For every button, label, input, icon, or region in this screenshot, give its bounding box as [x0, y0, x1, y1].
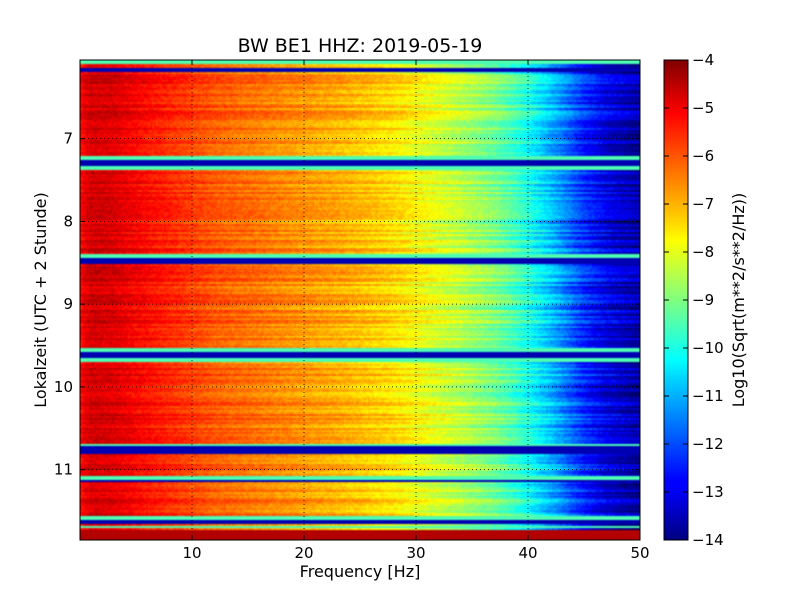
colorbar-tick-label: −4: [692, 51, 714, 69]
colorbar-tick-label: −11: [692, 387, 724, 405]
x-axis-label: Frequency [Hz]: [300, 562, 421, 581]
x-tick-label: 40: [518, 544, 537, 562]
y-tick-label: 11: [54, 461, 73, 479]
colorbar-tick-label: −9: [692, 291, 714, 309]
plot-frame: [79, 59, 641, 541]
colorbar-tick-label: −5: [692, 99, 714, 117]
colorbar-tick-label: −10: [692, 339, 724, 357]
colorbar-tick-label: −13: [692, 483, 724, 501]
colorbar-tick-label: −8: [692, 243, 714, 261]
colorbar-ticks: −4 −5 −6 −7 −8 −9 −10 −11 −12 −13 −14: [664, 51, 724, 549]
x-tick-label: 50: [630, 544, 649, 562]
x-axis-ticks: 10 20 30 40 50: [182, 60, 650, 562]
y-tick-label: 10: [54, 378, 73, 396]
y-tick-label: 8: [63, 212, 73, 230]
y-axis-ticks: 7 8 9 10 11: [54, 130, 640, 479]
y-tick-label: 7: [63, 130, 73, 148]
x-tick-label: 10: [182, 544, 201, 562]
colorbar-label: Log10(Sqrt(m**2/s**2/Hz)): [729, 193, 748, 408]
chart-title: BW BE1 HHZ: 2019-05-19: [238, 35, 483, 57]
colorbar-tick-label: −6: [692, 147, 714, 165]
x-tick-label: 20: [294, 544, 313, 562]
x-tick-label: 30: [406, 544, 425, 562]
colorbar-tick-label: −7: [692, 195, 714, 213]
spectrogram-heatmap: [80, 60, 640, 540]
grid-lines: [80, 60, 640, 540]
y-tick-label: 9: [63, 295, 73, 313]
colorbar-tick-label: −12: [692, 435, 724, 453]
colorbar: −4 −5 −6 −7 −8 −9 −10 −11 −12 −13 −14 Log10(Sqrt(m…: [663, 51, 748, 549]
colorbar-tick-label: −14: [692, 531, 724, 549]
plot-area: 10 20 30 40 50 7 8 9 10 11: [54, 59, 650, 562]
y-axis-label: Lokalzeit (UTC + 2 Stunde): [31, 192, 50, 407]
heatmap-image: [80, 60, 640, 540]
